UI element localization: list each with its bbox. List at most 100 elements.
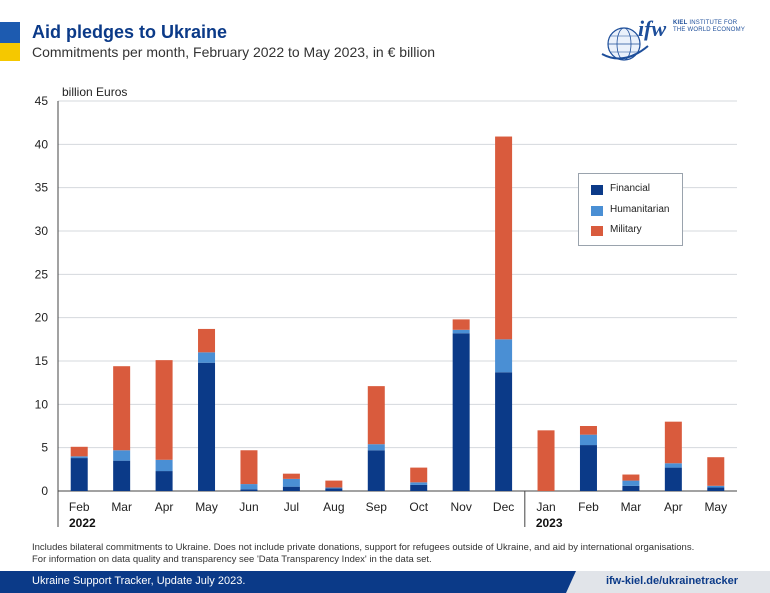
y-tick-label: 45 (35, 94, 49, 108)
x-tick-label: Jun (239, 500, 258, 514)
x-tick-label: Mar (111, 500, 132, 514)
bar-segment-financial (664, 467, 682, 491)
bar-segment-military (155, 360, 173, 460)
x-tick-label: Aug (323, 500, 344, 514)
bar-segment-financial (707, 487, 725, 491)
x-tick-label: Sep (366, 500, 388, 514)
legend-label-military: Military (610, 224, 642, 235)
bar-segment-military (707, 457, 725, 486)
y-tick-labels: 0 5 10 15 20 25 30 35 40 45 (35, 94, 49, 498)
bar-segment-military (495, 136, 513, 340)
footnote-line-2: For information on data quality and tran… (32, 554, 432, 565)
bar-segment-military (198, 328, 216, 353)
footnote-line-1: Includes bilateral commitments to Ukrain… (32, 542, 695, 553)
bar-segment-humanitarian (70, 456, 88, 459)
chart-title: Aid pledges to Ukraine (32, 22, 228, 42)
legend-swatch-military (591, 226, 603, 236)
bar-segment-financial (198, 362, 216, 491)
bar-segment-humanitarian (240, 484, 258, 490)
brand-accent-yellow (0, 43, 20, 61)
bar-segment-military (622, 474, 640, 481)
bar-segment-financial (579, 445, 597, 491)
y-tick-label: 25 (35, 267, 49, 281)
x-tick-label: Nov (450, 500, 471, 514)
x-tick-label: Apr (155, 500, 174, 514)
y-tick-label: 0 (41, 484, 48, 498)
legend: Financial Humanitarian Military (578, 173, 683, 246)
y-tick-label: 40 (35, 137, 49, 151)
bar-segment-financial (70, 458, 88, 491)
globe-icon: ifw (601, 16, 666, 61)
bar-segment-military (452, 319, 470, 330)
bar-segment-humanitarian (113, 450, 131, 461)
bar-segment-financial (240, 489, 258, 491)
bar-segment-military (240, 450, 258, 485)
footer-source: Ukraine Support Tracker, Update July 202… (32, 575, 246, 587)
y-tick-label: 10 (35, 397, 49, 411)
bar-segment-military (537, 430, 555, 491)
chart-subtitle: Commitments per month, February 2022 to … (32, 44, 436, 60)
x-tick-label: Apr (664, 500, 683, 514)
y-tick-label: 30 (35, 224, 49, 238)
logo-wordmark: KIEL INSTITUTE FOR THE WORLD ECONOMY (673, 20, 745, 34)
y-tick-label: 35 (35, 181, 49, 195)
bar-segment-humanitarian (495, 339, 513, 373)
y-tick-label: 20 (35, 311, 49, 325)
bar-segment-military (325, 480, 343, 488)
x-tick-label: Oct (409, 500, 428, 514)
bar-segment-military (367, 386, 385, 445)
bar-segment-humanitarian (452, 329, 470, 334)
y-axis-label: billion Euros (62, 85, 127, 99)
y-tick-label: 5 (41, 441, 48, 455)
logo-mark: ifw (638, 16, 666, 41)
legend-label-humanitarian: Humanitarian (610, 204, 670, 215)
bar-segment-military (282, 473, 300, 479)
x-tick-label: Jul (284, 500, 299, 514)
bar-segment-financial (282, 486, 300, 491)
bar-segment-humanitarian (155, 459, 173, 472)
bar-segment-humanitarian (410, 482, 428, 485)
x-tick-label: Mar (621, 500, 642, 514)
footer-link-background (566, 571, 770, 593)
bar-segment-humanitarian (707, 485, 725, 488)
bar-segment-financial (495, 372, 513, 491)
ifw-logo: ifw KIEL INSTITUTE FOR THE WORLD ECONOMY (600, 14, 750, 66)
legend-swatch-humanitarian (591, 206, 603, 216)
y-tick-label: 15 (35, 354, 49, 368)
x-tick-label: May (704, 500, 727, 514)
bar-segment-military (113, 366, 131, 451)
bar-segment-financial (113, 460, 131, 491)
x-tick-label: Feb (69, 500, 90, 514)
logo-line2: THE WORLD ECONOMY (673, 27, 746, 33)
footer-link[interactable]: ifw-kiel.de/ukrainetracker (605, 575, 738, 587)
x-tick-label: May (195, 500, 218, 514)
bar-segment-humanitarian (325, 487, 343, 489)
bar-segment-financial (367, 450, 385, 491)
bar-segment-financial (410, 484, 428, 491)
bar-segment-humanitarian (664, 463, 682, 468)
bar-segment-military (664, 421, 682, 464)
x-tick-label: Dec (493, 500, 514, 514)
bar-segment-financial (325, 488, 343, 491)
legend-label-financial: Financial (610, 183, 651, 194)
bar-segment-humanitarian (579, 434, 597, 446)
bar-segment-financial (622, 485, 640, 491)
bar-segment-humanitarian (198, 352, 216, 363)
bar-segment-military (410, 467, 428, 483)
x-tick-labels: Feb Mar Apr May Jun Jul Aug Sep Oct Nov Dec Jan Feb M… (69, 500, 727, 514)
bar-segment-financial (155, 471, 173, 491)
brand-accent-blue (0, 22, 20, 43)
bar-segment-humanitarian (282, 478, 300, 487)
year-label: 2023 (536, 516, 563, 530)
year-labels: 2022 2023 (69, 491, 563, 530)
logo-line1-rest: INSTITUTE FOR (687, 20, 738, 26)
x-tick-label: Jan (536, 500, 555, 514)
year-label: 2022 (69, 516, 96, 530)
bar-segment-financial (452, 333, 470, 491)
bars (70, 136, 725, 491)
x-tick-label: Feb (578, 500, 599, 514)
bar-segment-military (579, 426, 597, 435)
bar-segment-humanitarian (622, 480, 640, 486)
footnote: Includes bilateral commitments to Ukrain… (32, 542, 752, 566)
